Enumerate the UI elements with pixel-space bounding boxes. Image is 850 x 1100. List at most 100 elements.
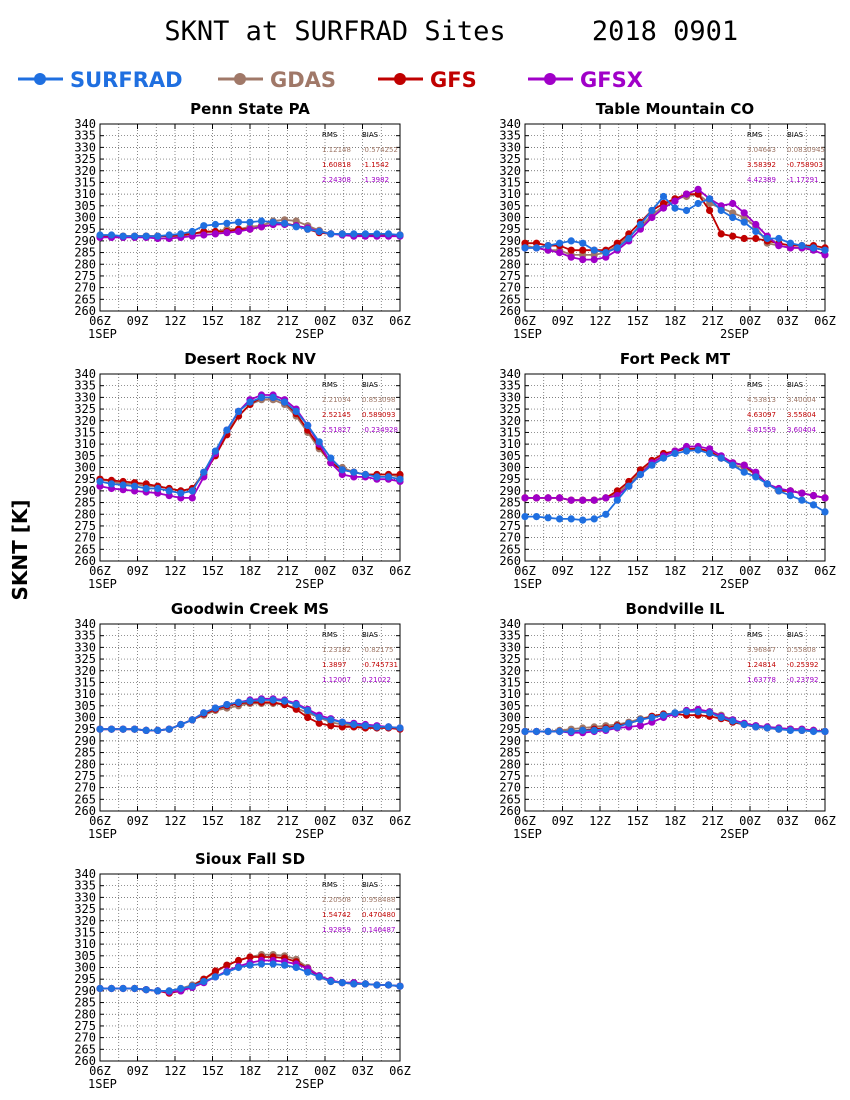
y-tick-label: 320 — [74, 664, 96, 678]
data-point — [188, 716, 196, 724]
y-tick-label: 310 — [499, 687, 521, 701]
stats-rms-value: 1.24814 — [747, 661, 776, 669]
x-day-label: 2SEP — [295, 1077, 324, 1091]
data-point — [281, 697, 289, 705]
data-point — [211, 447, 219, 455]
data-point — [119, 984, 127, 993]
x-day-label: 1SEP — [88, 827, 117, 841]
x-day-label: 1SEP — [513, 327, 542, 341]
stats-rms-value: 2.51827 — [322, 426, 351, 434]
data-point — [740, 720, 748, 729]
stats-rms-value: 4.42389 — [747, 176, 776, 184]
grid — [100, 374, 400, 561]
stats-rms-value: 1.23182 — [322, 646, 351, 654]
y-tick-label: 315 — [499, 675, 521, 689]
data-point — [729, 232, 737, 240]
x-tick-label: 00Z — [314, 814, 336, 828]
data-point — [590, 496, 598, 504]
data-point — [304, 421, 312, 429]
y-tick-label: 300 — [74, 461, 96, 475]
data-point — [350, 980, 358, 988]
stats-box: RMS BIAS 1.12148 -0.574252 1.60818 -1.1542 2.2… — [322, 131, 398, 184]
stats-header-rms: RMS — [322, 381, 338, 389]
data-point — [142, 726, 150, 735]
panel: Bondville IL2602652702752802852902953003… — [499, 600, 836, 841]
x-tick-label: 15Z — [627, 814, 649, 828]
legend-marker — [234, 73, 246, 85]
stats-box: RMS BIAS 1.23182 -0.82175 1.3897 -0.745731 1.1… — [322, 631, 398, 684]
data-point — [671, 204, 679, 212]
x-tick-label: 00Z — [314, 1064, 336, 1078]
data-point — [223, 219, 231, 227]
data-point — [165, 987, 173, 995]
x-tick-label: 12Z — [164, 314, 186, 328]
y-tick-label: 325 — [74, 652, 96, 666]
series-surfrad — [96, 960, 404, 995]
y-tick-label: 275 — [499, 769, 521, 783]
y-tick-label: 335 — [74, 879, 96, 893]
x-tick-label: 18Z — [664, 314, 686, 328]
y-tick-label: 290 — [499, 484, 521, 498]
data-point — [338, 718, 346, 726]
data-point — [613, 496, 621, 504]
data-point — [625, 482, 633, 490]
data-point — [579, 246, 587, 254]
x-tick-label: 06Z — [389, 314, 411, 328]
x-tick-label: 06Z — [814, 314, 836, 328]
x-day-label: 1SEP — [88, 1077, 117, 1091]
x-tick-label: 12Z — [589, 314, 611, 328]
y-tick-label: 340 — [74, 367, 96, 381]
data-point — [682, 190, 691, 198]
data-point — [775, 242, 783, 250]
stats-rms-value: 1.12148 — [322, 146, 351, 154]
stats-rms-value: 4.81559 — [747, 426, 776, 434]
data-point — [556, 249, 564, 257]
x-tick-label: 18Z — [239, 1064, 261, 1078]
series-surfrad — [96, 696, 404, 735]
x-tick-label: 06Z — [514, 314, 536, 328]
stats-header-rms: RMS — [322, 881, 338, 889]
data-point — [706, 195, 714, 203]
y-tick-label: 290 — [499, 234, 521, 248]
y-tick-label: 295 — [499, 472, 521, 486]
series-surfrad — [96, 217, 404, 240]
data-point — [706, 709, 714, 717]
data-point — [694, 199, 702, 208]
stats-header-bias: BIAS — [362, 881, 379, 889]
data-point — [119, 232, 127, 240]
data-point — [188, 487, 196, 495]
y-tick-label: 290 — [74, 484, 96, 498]
x-tick-label: 18Z — [664, 564, 686, 578]
data-point — [154, 987, 162, 995]
data-point — [798, 242, 806, 250]
legend-marker — [34, 73, 46, 85]
data-point — [556, 727, 564, 736]
data-point — [246, 398, 254, 406]
stats-bias-value: 0.21022 — [362, 676, 391, 684]
y-tick-label: 305 — [74, 949, 96, 963]
y-tick-label: 280 — [74, 257, 96, 271]
data-point — [350, 468, 358, 476]
data-point — [177, 984, 185, 993]
legend-marker — [544, 73, 556, 85]
x-tick-label: 21Z — [702, 814, 724, 828]
data-point — [373, 981, 381, 989]
stats-header-rms: RMS — [747, 631, 763, 639]
data-point — [544, 514, 552, 522]
y-tick-label: 285 — [499, 246, 521, 260]
y-tick-label: 310 — [499, 437, 521, 451]
y-axis-label: SKNT [K] — [8, 499, 32, 600]
data-point — [556, 239, 564, 247]
x-tick-label: 09Z — [552, 564, 574, 578]
data-point — [315, 227, 323, 236]
legend-item-gfsx: GFSX — [528, 68, 643, 92]
y-tick-label: 330 — [499, 640, 521, 654]
data-point — [521, 513, 529, 521]
stats-rms-value: 4.53813 — [747, 396, 776, 404]
stats-box: RMS BIAS 2.21034 0.853098 2.52145 0.589093 2.5… — [322, 381, 398, 434]
panel-title: Bondville IL — [626, 600, 725, 618]
data-point — [246, 225, 254, 233]
y-tick-label: 310 — [74, 937, 96, 951]
data-point — [223, 961, 231, 969]
grid — [100, 124, 400, 311]
